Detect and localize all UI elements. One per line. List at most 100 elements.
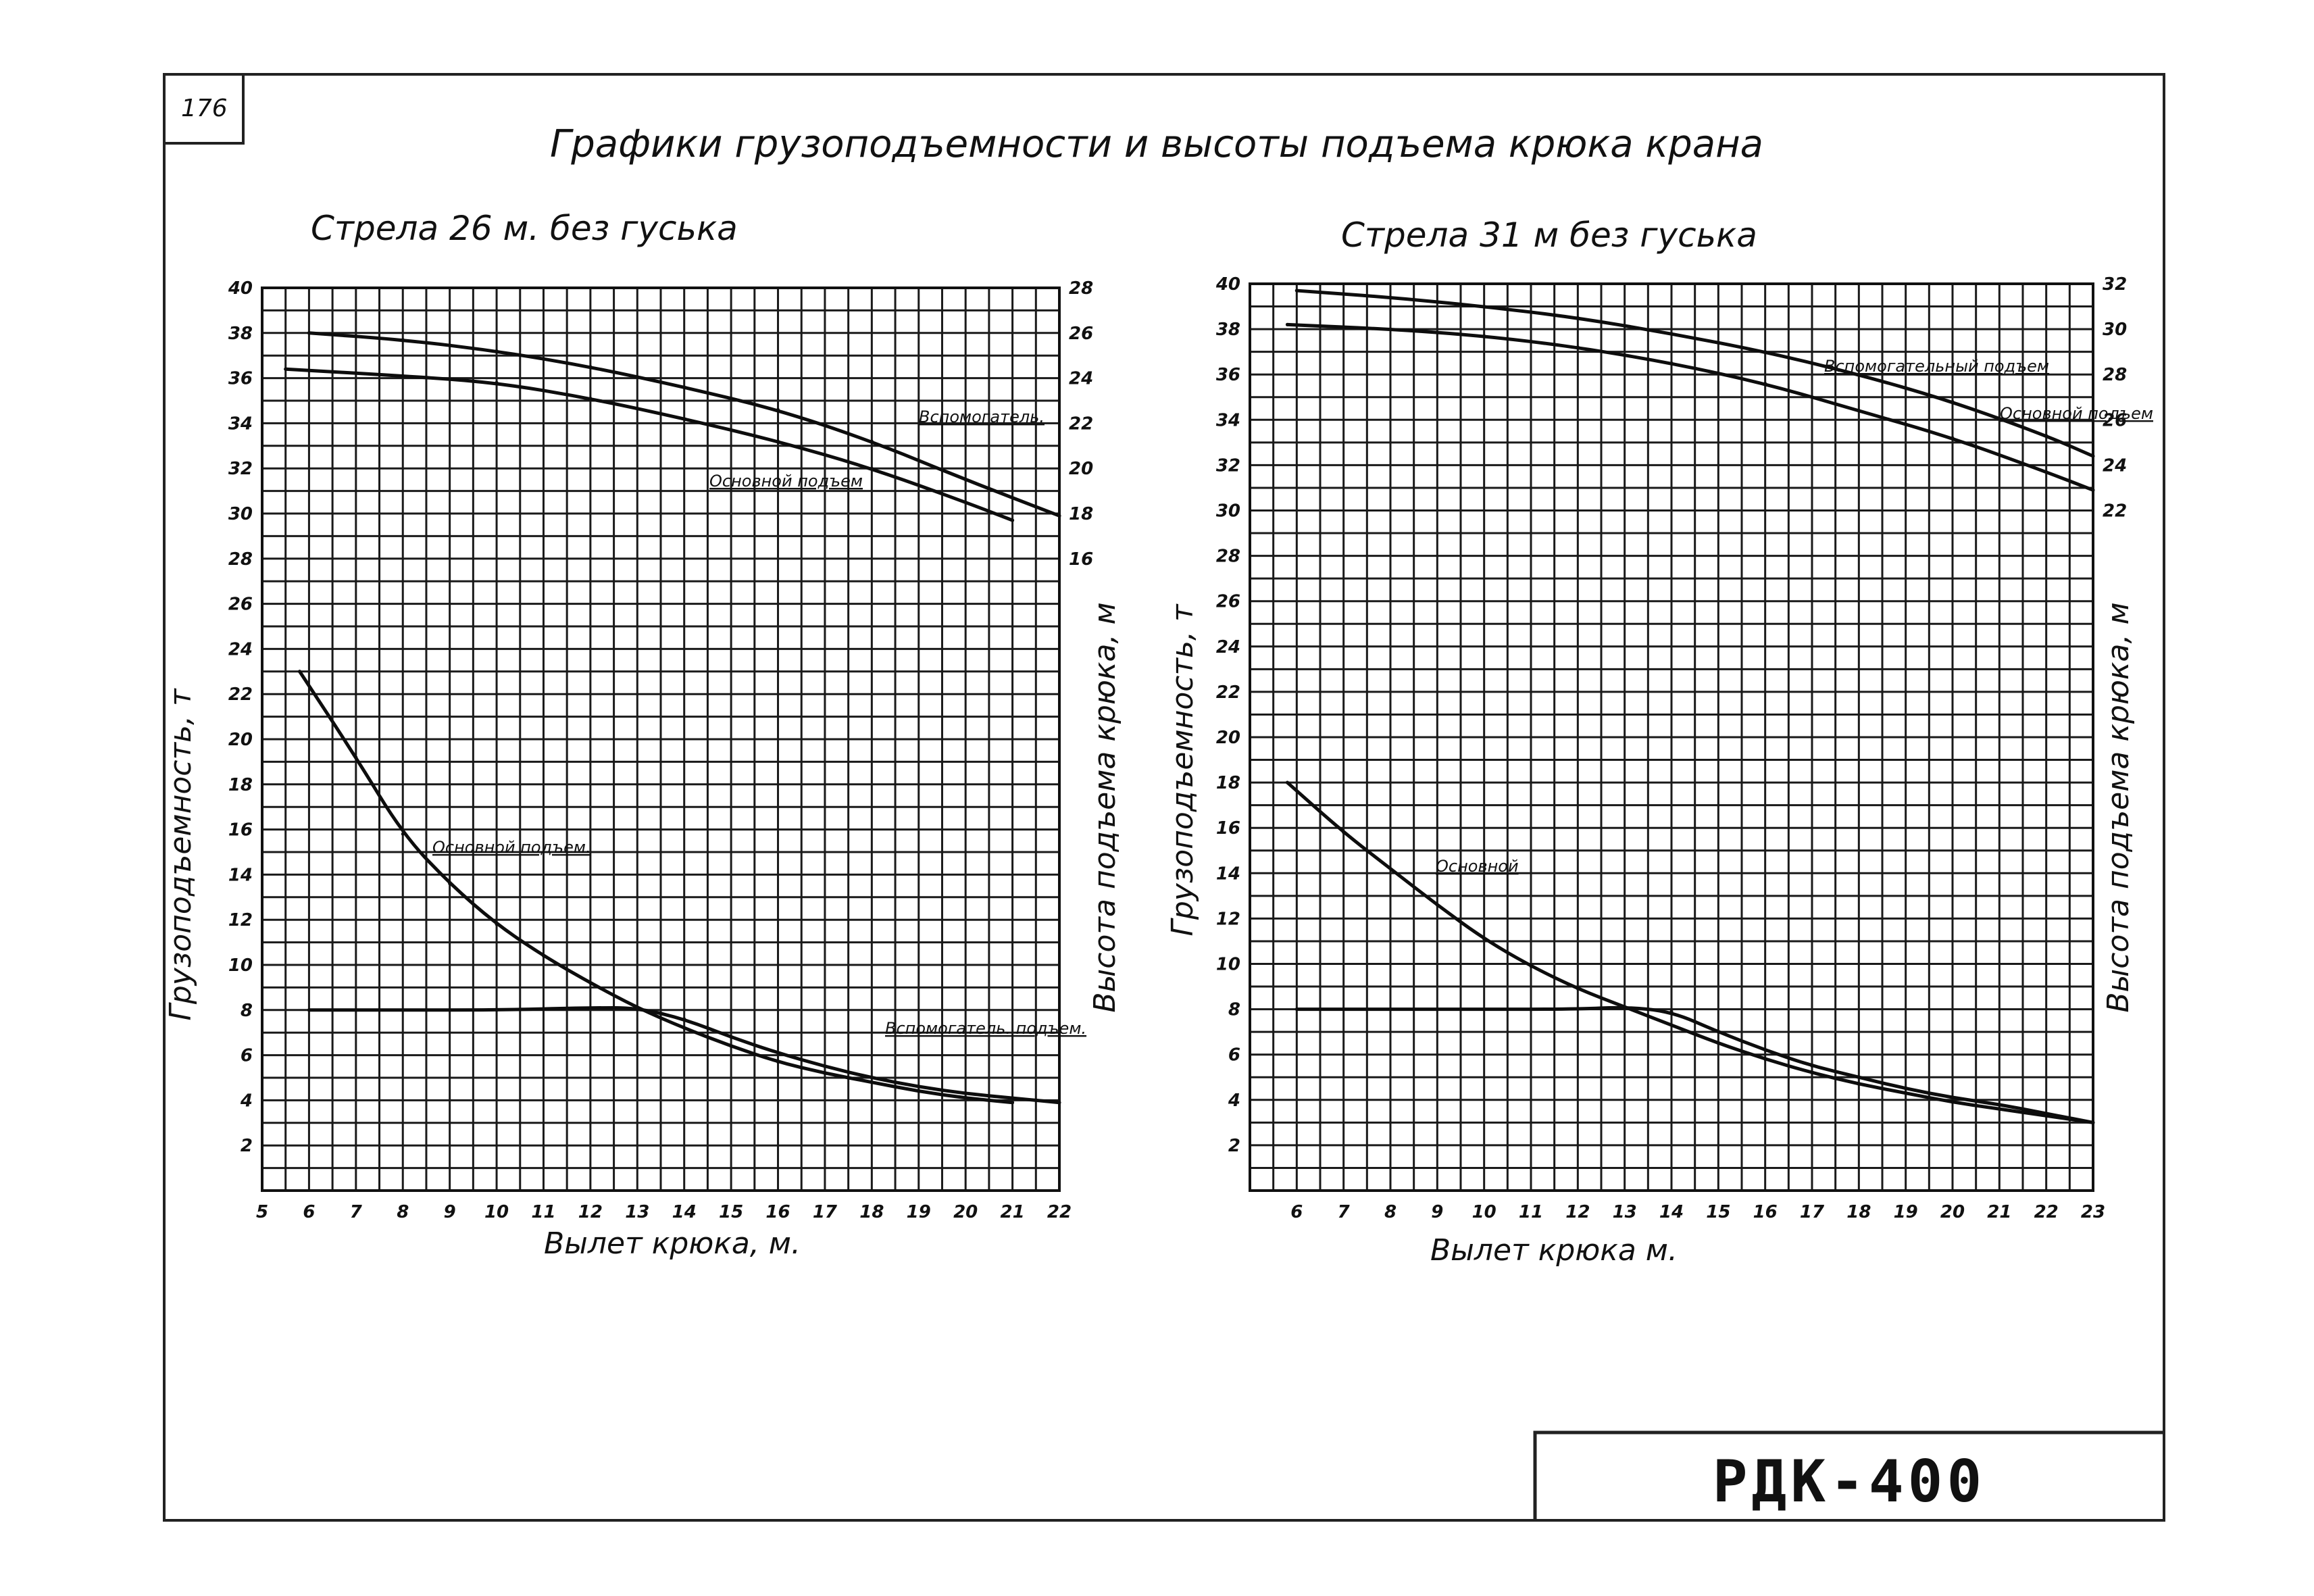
data-point [1904,1091,1908,1095]
y-tick-label: 20 [1216,728,1240,748]
grid [1249,282,2094,1192]
series-line [1285,780,2095,1124]
y2-tick-label: 16 [1069,549,1093,570]
data-point [307,1008,311,1012]
y2-tick-label: 28 [2103,365,2127,385]
series-group: Основной Вспомогательный подъем Основной п… [1285,289,2153,1124]
data-point [1810,1064,1814,1068]
series-line [284,367,1015,522]
data-point [1294,1007,1299,1012]
data-point [682,385,686,389]
series-line [1285,322,2095,492]
y-tick-label: 6 [241,1046,253,1066]
y-axis-label: Грузоподъемность, т [164,688,198,1021]
data-point [870,466,874,470]
data-point [1011,518,1015,522]
data-point [963,478,967,482]
data-point [1951,1095,1955,1099]
x-tick-label: 23 [2081,1202,2105,1222]
y-tick-label: 40 [228,278,253,299]
series-line [1294,1005,2095,1124]
x-tick-label: 14 [672,1202,697,1222]
x-tick-label: 13 [1613,1202,1637,1222]
data-point [1763,350,1767,354]
x-tick-label: 20 [1940,1202,1965,1222]
y-tick-label: 20 [228,730,253,750]
y2-tick-label: 18 [1069,504,1093,524]
data-point [729,1044,733,1048]
data-point [1482,334,1486,338]
data-point [1388,295,1392,299]
data-point [1011,1101,1015,1105]
y-tick-label: 22 [228,684,253,705]
y-tick-label: 26 [228,595,253,615]
y2-tick-label: 28 [1069,278,1093,299]
x-tick-label: 10 [484,1202,509,1222]
x-tick-label: 6 [303,1202,315,1222]
x-tick-label: 10 [1472,1202,1496,1222]
series-label: Основной подъем [709,472,863,491]
y-tick-label: 28 [1216,547,1240,567]
y-tick-label: 26 [1216,592,1240,612]
data-point [963,500,967,504]
y-tick-label: 32 [1216,455,1240,476]
data-point [1482,937,1486,941]
x-tick-label: 15 [1706,1202,1730,1222]
tick-labels: 6 7 8 9 10 11 12 13 14 15 16 17 18 19 20 21 22 2324681012… [1215,274,2127,1222]
data-point [1576,345,1580,349]
y2-tick-label: 22 [2103,501,2127,522]
data-point [1435,903,1439,907]
series-line [307,331,1061,518]
data-point [2091,454,2095,458]
data-point [495,349,499,353]
data-point [682,417,686,421]
data-point [1576,316,1580,320]
data-point [917,1089,921,1093]
chart-title: Стрела 31 м без гуська [1341,216,1757,255]
y-axis-label: Грузоподъемность, т [1165,603,1200,937]
data-point [1716,1030,1720,1034]
data-point [541,954,545,958]
plot-frame [261,286,1061,1192]
data-point [1763,1057,1767,1061]
y-tick-label: 36 [1216,365,1240,385]
y2-tick-label: 26 [1069,324,1093,344]
data-point [1388,1007,1392,1012]
y-tick-label: 34 [228,414,253,434]
x-tick-label: 9 [444,1202,456,1222]
x-tick-label: 8 [1384,1202,1397,1222]
data-point [2044,470,2048,474]
y-tick-label: 30 [228,504,253,524]
sheet-title: Графики грузоподъемности и высоты подъем… [550,122,1763,166]
data-point [1951,1100,1955,1104]
chart-title: Стрела 26 м. без гуська [311,209,738,248]
data-point [2044,1112,2048,1116]
data-point [495,380,499,384]
page-number-box [164,74,245,145]
series-label: Основной подъем [2000,404,2153,423]
plot-frame [1249,282,2094,1192]
x-tick-label: 13 [625,1202,649,1222]
y-tick-label: 4 [1228,1091,1240,1111]
y2-tick-label: 24 [1069,369,1093,389]
data-point [2091,1120,2095,1124]
x-tick-label: 12 [1565,1202,1590,1222]
series-line [1294,289,2095,458]
data-point [2091,488,2095,492]
y-tick-label: 16 [1216,818,1240,839]
series-group: Основной подъем. Вспомогатель. подъем. Всп… [284,331,1086,1105]
data-point [776,407,780,412]
data-point [284,367,288,371]
x-tick-label: 7 [350,1202,363,1222]
data-point [776,1060,780,1064]
data-point [1057,514,1061,518]
y-tick-label: 30 [1216,501,1240,522]
data-point [1294,289,1299,293]
data-point [588,397,593,401]
x-tick-label: 15 [719,1202,743,1222]
y-tick-label: 24 [1216,637,1240,657]
series-label: Основной подъем. [432,838,591,857]
data-point [1857,1082,1861,1086]
data-point [823,1071,827,1075]
